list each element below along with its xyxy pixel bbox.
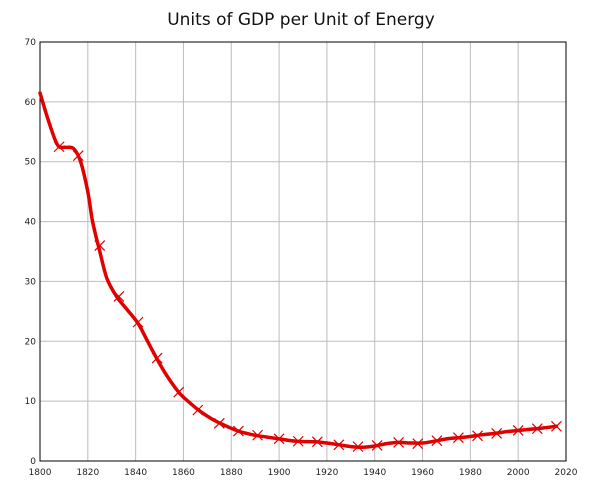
data-point-marker [273, 433, 285, 445]
data-point-marker [333, 439, 345, 451]
y-tick-label: 50 [25, 158, 37, 168]
data-point-marker [531, 423, 543, 435]
data-point-marker [192, 404, 204, 416]
data-point-marker [472, 430, 483, 442]
data-point-marker [233, 425, 244, 437]
data-point-marker [252, 429, 263, 441]
data-point-marker [371, 440, 383, 451]
data-point-marker [72, 150, 84, 162]
series-line [38, 91, 559, 449]
data-point-marker [551, 420, 562, 432]
y-axis-tick-labels: 0 10 20 30 40 50 60 70 [25, 38, 37, 467]
y-tick-label: 0 [30, 457, 36, 467]
y-tick-label: 30 [25, 277, 37, 287]
data-point-marker [452, 432, 464, 444]
data-point-marker [292, 435, 304, 447]
x-tick-label: 1820 [76, 468, 99, 478]
data-point-marker [431, 435, 443, 447]
y-tick-label: 60 [25, 98, 37, 108]
x-tick-label: 1940 [363, 468, 386, 478]
data-point-marker [311, 436, 323, 448]
data-point-marker [491, 428, 503, 439]
series-markers [53, 141, 562, 453]
data-point-marker [132, 316, 144, 328]
x-tick-label: 1840 [124, 468, 147, 478]
chart-title: Units of GDP per Unit of Energy [167, 10, 435, 30]
y-tick-label: 40 [25, 218, 37, 228]
data-point-marker [512, 425, 524, 436]
x-tick-label: 1900 [268, 468, 291, 478]
data-point-marker [151, 352, 163, 364]
x-tick-label: 1880 [220, 468, 243, 478]
x-tick-label: 1980 [459, 468, 482, 478]
x-tick-label: 1960 [411, 468, 434, 478]
x-tick-label: 2000 [507, 468, 530, 478]
data-point-marker [94, 240, 106, 251]
x-axis-tick-labels: 1800 1820 1840 1860 1880 1900 1920 1940 1960 1980… [29, 468, 578, 478]
data-point-marker [412, 438, 424, 450]
data-point-marker [113, 290, 125, 302]
x-tick-label: 2020 [555, 468, 578, 478]
x-tick-label: 1860 [172, 468, 195, 478]
plot-area-frame [39, 41, 567, 462]
y-tick-label: 70 [25, 38, 37, 48]
y-tick-label: 10 [25, 397, 37, 407]
grid-lines [40, 42, 566, 461]
y-tick-label: 20 [25, 337, 37, 347]
data-point-marker [53, 141, 65, 153]
data-point-marker [213, 417, 225, 429]
x-tick-label: 1800 [29, 468, 52, 478]
data-point-marker [393, 437, 405, 448]
data-point-marker [352, 441, 364, 453]
x-tick-label: 1920 [315, 468, 338, 478]
data-point-marker [173, 386, 185, 398]
